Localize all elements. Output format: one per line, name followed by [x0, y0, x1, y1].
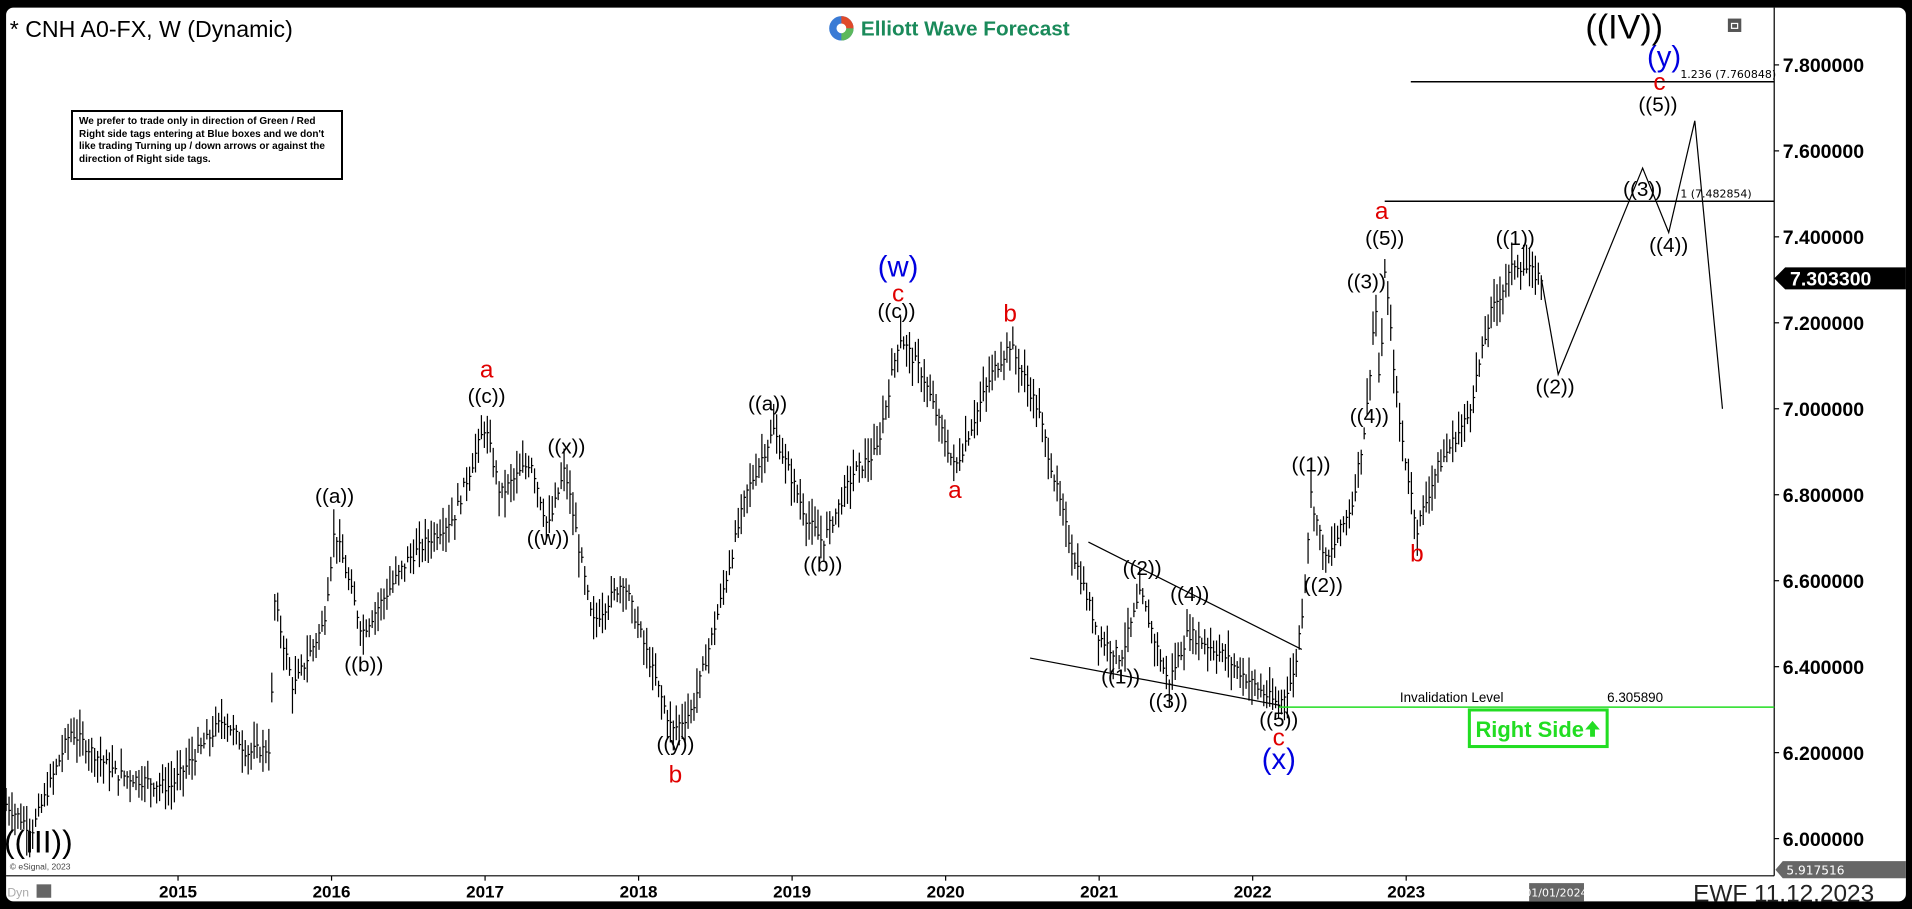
invalidation-label: Invalidation Level [1400, 690, 1504, 705]
chart-canvas [6, 7, 1906, 902]
wave-label: ((III)) [4, 824, 73, 860]
x-tick-label: 2016 [313, 883, 351, 902]
copyright: © eSignal, 2023 [10, 862, 71, 872]
wave-overlays: 1.236 (7.760848) 1 (7.482854) Invalidation… [1029, 68, 1776, 749]
wave-label: ((3)) [1623, 178, 1662, 201]
wedge-lower-line [1029, 657, 1281, 706]
x-tick-label: 2021 [1080, 883, 1118, 902]
x-tick-label: 2015 [159, 883, 197, 902]
trading-note: We prefer to trade only in direction of … [71, 110, 343, 180]
wave-label: ((b)) [803, 554, 842, 577]
wave-label: ((a)) [315, 485, 354, 508]
last-price-tag [1774, 267, 1906, 290]
x-tick-label: 2018 [620, 883, 658, 902]
wave-label: b [669, 761, 683, 788]
wave-label: ((2)) [1304, 574, 1343, 597]
wave-label: ((5)) [1259, 708, 1298, 731]
y-tick-label: 6.400000 [1783, 657, 1864, 679]
logo-text: Elliott Wave Forecast [861, 18, 1070, 41]
wave-label: ((w)) [527, 527, 570, 550]
logo: Elliott Wave Forecast [829, 16, 1070, 41]
wave-label: a [1375, 198, 1389, 225]
fib-level-label: 1.236 (7.760848) [1680, 68, 1776, 81]
wave-label: a [948, 477, 962, 504]
wave-label: (w) [878, 251, 919, 283]
wedge-upper-line [1088, 541, 1303, 651]
wave-label: ((b)) [344, 654, 383, 677]
wave-label: ((3)) [1347, 271, 1386, 294]
right-side-label: Right Side [1475, 717, 1583, 742]
y-tick-label: 6.600000 [1783, 571, 1864, 593]
wave-label: b [1003, 301, 1017, 328]
wave-label: ((4)) [1649, 234, 1688, 257]
wave-label: c [1273, 725, 1285, 752]
wave-label: c [1653, 69, 1665, 96]
wave-label: ((c)) [878, 300, 916, 323]
fib-level-label: 1 (7.482854) [1680, 188, 1751, 201]
y-tick-label: 7.200000 [1783, 313, 1864, 335]
x-tick-label: 2020 [927, 883, 965, 902]
wave-label: b [1410, 540, 1424, 567]
price-bars [5, 242, 1544, 858]
wave-label: ((a)) [748, 392, 787, 415]
wave-labels: ((III))((a))((b))a((c))((x))((w))((y))b(… [4, 9, 1688, 860]
wave-label: ((c)) [468, 385, 506, 408]
y-tick-label: 7.800000 [1783, 55, 1864, 77]
dyn-label: Dyn [7, 886, 29, 900]
y-tick-label: 6.800000 [1783, 485, 1864, 507]
lock-icon[interactable] [36, 884, 52, 898]
cursor-date-tag [1529, 883, 1584, 902]
wave-label: ((5)) [1365, 227, 1404, 250]
wave-label: ((4)) [1170, 583, 1209, 606]
wave-label: c [892, 281, 904, 308]
wave-label: (y) [1647, 42, 1681, 74]
wave-label: ((1)) [1291, 453, 1330, 476]
wave-label: ((4)) [1350, 405, 1389, 428]
last-price-label: 7.303300 [1790, 269, 1871, 291]
symbol-title: * CNH A0-FX, W (Dynamic) [10, 16, 293, 42]
ewf-date-stamp: EWF 11.12.2023 [1693, 880, 1874, 907]
y-tick-label: 7.000000 [1783, 399, 1864, 421]
wave-label: ((y)) [656, 733, 694, 756]
wave-label: ((1)) [1101, 666, 1140, 689]
right-side-tag [1467, 708, 1609, 749]
y-tick-label: 6.200000 [1783, 743, 1864, 765]
wave-label: (x) [1262, 744, 1296, 776]
x-tick-label: 2022 [1234, 883, 1272, 902]
projection-path [1540, 120, 1724, 409]
wave-label: ((2)) [1123, 557, 1162, 580]
cursor-date: 01/01/2024 [1524, 887, 1587, 900]
low-marker-label: 5.917516 [1786, 864, 1844, 878]
x-tick-label: 2017 [466, 883, 504, 902]
low-marker-tag [1775, 861, 1906, 879]
axes: 6.000000 6.200000 6.400000 6.600000 6.800000… [159, 55, 1906, 902]
y-tick-label: 6.000000 [1783, 829, 1864, 851]
y-tick-label: 7.400000 [1783, 227, 1864, 249]
arrow-up-icon [1585, 720, 1600, 737]
wave-label: a [480, 356, 494, 383]
x-tick-label: 2023 [1387, 883, 1425, 902]
wave-label: ((1)) [1496, 227, 1535, 250]
wave-label: ((3)) [1149, 690, 1188, 713]
restore-window-icon[interactable] [1727, 18, 1742, 32]
wave-label: ((2)) [1536, 376, 1575, 399]
invalidation-value: 6.305890 [1607, 690, 1663, 705]
wave-label: ((IV)) [1585, 9, 1663, 47]
wave-label: ((5)) [1638, 94, 1677, 117]
x-tick-label: 2019 [773, 883, 811, 902]
y-tick-label: 7.600000 [1783, 141, 1864, 163]
wave-label: ((x)) [547, 435, 585, 458]
